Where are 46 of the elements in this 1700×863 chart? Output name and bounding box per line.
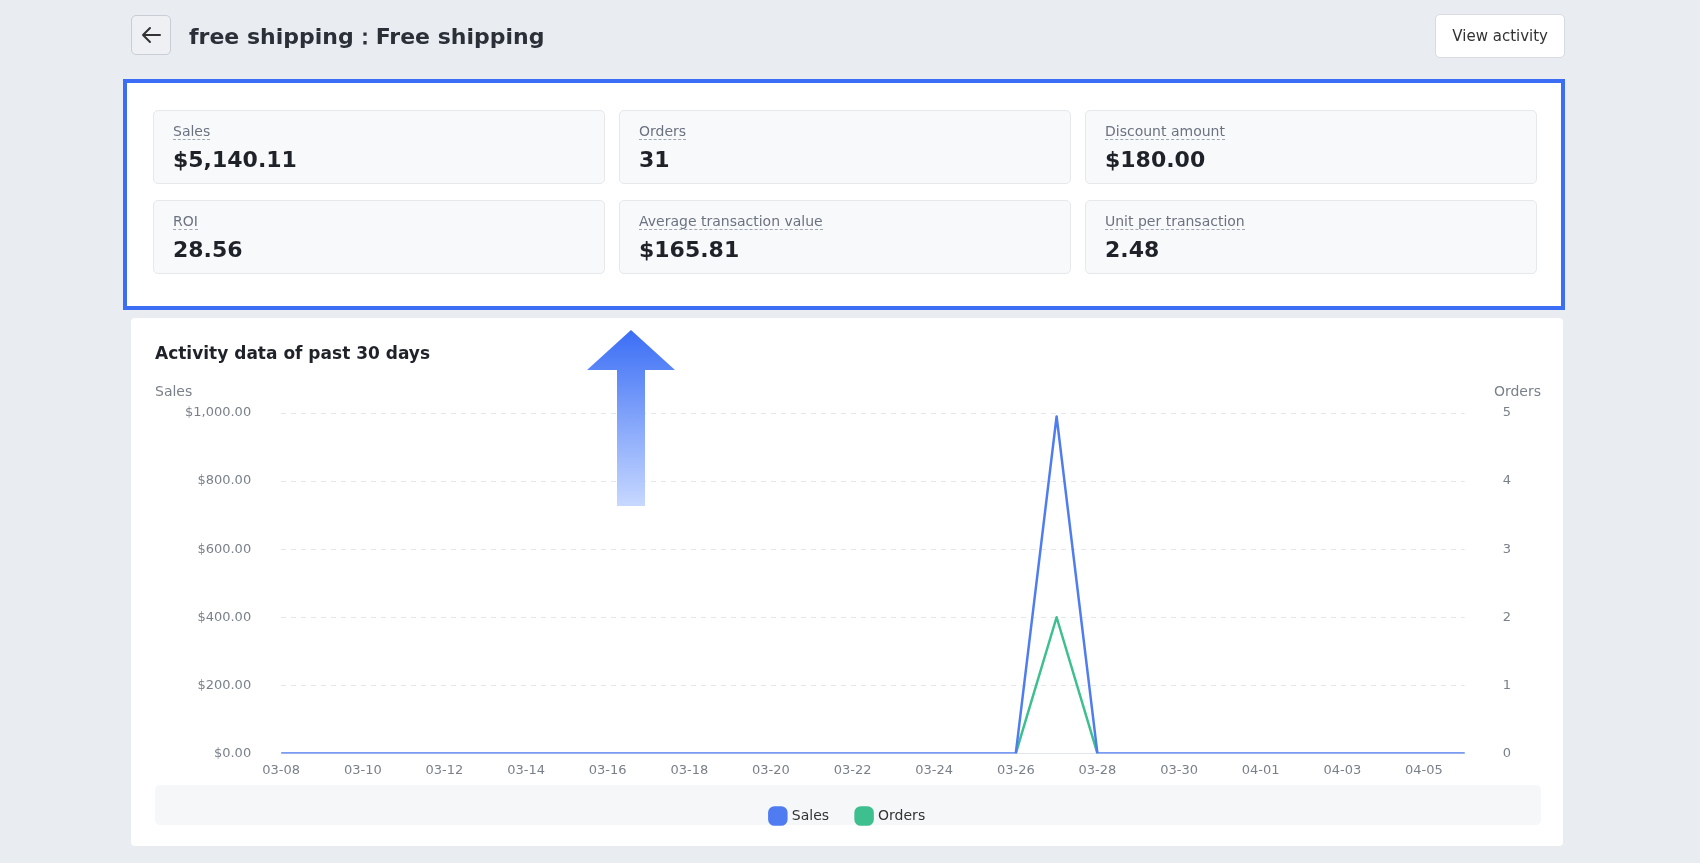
x-tick-label: 04-05 bbox=[1405, 761, 1443, 777]
x-tick-label: 03-24 bbox=[915, 761, 954, 777]
text: View activity bbox=[1435, 14, 1565, 58]
category-label: ROI bbox=[173, 213, 198, 230]
text: $165.81 bbox=[639, 237, 740, 262]
category-label: Unit per transaction bbox=[1105, 213, 1245, 230]
x-tick-label: 04-01 bbox=[1241, 761, 1280, 777]
y-tick-label: $400.00 bbox=[197, 608, 252, 624]
x-tick-label: 04-03 bbox=[1323, 761, 1362, 777]
x-tick-label: 03-18 bbox=[670, 761, 709, 777]
text: 2.48 bbox=[1105, 237, 1160, 262]
y2-tick-label: 0 bbox=[1502, 744, 1512, 760]
x-tick-label: 03-30 bbox=[1160, 761, 1198, 777]
category-label: Orders bbox=[639, 123, 687, 140]
y2-axis-title: Orders bbox=[1493, 382, 1541, 399]
category-label: Sales bbox=[173, 123, 211, 140]
y2-tick-label: 3 bbox=[1502, 540, 1512, 556]
x-tick-label: 03-22 bbox=[833, 761, 872, 777]
text: free shipping：Free shipping bbox=[189, 23, 545, 51]
x-tick-label: 03-28 bbox=[1078, 761, 1117, 777]
x-tick-label: 03-10 bbox=[343, 761, 382, 777]
y2-tick-label: 4 bbox=[1502, 472, 1512, 488]
text: $5,140.11 bbox=[173, 147, 297, 172]
x-tick-label: 03-08 bbox=[262, 761, 301, 777]
y-tick-label: $800.00 bbox=[197, 472, 252, 488]
y-tick-label: $0.00 bbox=[213, 744, 252, 760]
category-label: Average transaction value bbox=[639, 213, 823, 230]
y-axis-title: Sales bbox=[155, 382, 193, 399]
category-label: Discount amount bbox=[1105, 123, 1225, 140]
text: 31 bbox=[639, 147, 670, 172]
x-tick-label: 03-14 bbox=[507, 761, 545, 777]
x-tick-label: 03-20 bbox=[752, 761, 790, 777]
y-tick-label: $200.00 bbox=[197, 676, 252, 692]
y2-tick-label: 5 bbox=[1502, 404, 1512, 420]
y-tick-label: $600.00 bbox=[197, 540, 252, 556]
x-tick-label: 03-12 bbox=[425, 761, 464, 777]
chart-title: Activity data of past 30 days bbox=[155, 343, 431, 363]
y2-tick-label: 2 bbox=[1502, 608, 1512, 624]
legend-label: Orders bbox=[878, 806, 926, 823]
x-tick-label: 03-26 bbox=[996, 761, 1035, 777]
text: $180.00 bbox=[1105, 147, 1206, 172]
legend-label: Sales bbox=[791, 806, 830, 823]
y2-tick-label: 1 bbox=[1502, 676, 1512, 692]
y-tick-label: $1,000.00 bbox=[184, 404, 252, 420]
text: 28.56 bbox=[173, 237, 243, 262]
x-tick-label: 03-16 bbox=[588, 761, 627, 777]
